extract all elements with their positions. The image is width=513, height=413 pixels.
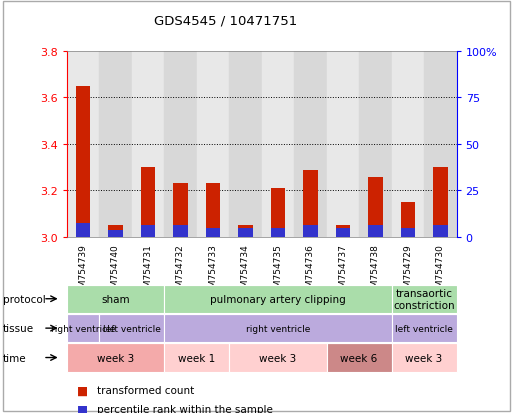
Bar: [75, 86, 90, 237]
Text: week 3: week 3: [97, 353, 134, 363]
Bar: [336, 226, 350, 237]
Bar: [173, 184, 188, 237]
Text: protocol: protocol: [3, 294, 45, 304]
Text: ■: ■: [77, 402, 88, 413]
Bar: [173, 226, 188, 237]
Bar: [141, 226, 155, 237]
Bar: [108, 230, 123, 237]
Text: GDS4545 / 10471751: GDS4545 / 10471751: [154, 14, 298, 27]
Bar: [327, 52, 359, 237]
Text: left ventricle: left ventricle: [395, 324, 453, 333]
Bar: [368, 226, 383, 237]
Bar: [433, 226, 448, 237]
Bar: [206, 184, 220, 237]
Bar: [433, 168, 448, 237]
Text: pulmonary artery clipping: pulmonary artery clipping: [210, 294, 346, 304]
Bar: [238, 226, 253, 237]
Text: week 3: week 3: [405, 353, 443, 363]
Bar: [108, 226, 123, 237]
Text: right ventricle: right ventricle: [246, 324, 310, 333]
Bar: [294, 52, 327, 237]
Text: week 3: week 3: [259, 353, 297, 363]
Bar: [67, 52, 99, 237]
Bar: [270, 228, 285, 237]
Bar: [391, 52, 424, 237]
Bar: [368, 177, 383, 237]
Text: percentile rank within the sample: percentile rank within the sample: [97, 404, 273, 413]
Text: week 6: week 6: [341, 353, 378, 363]
Bar: [75, 223, 90, 237]
Bar: [401, 203, 415, 237]
Bar: [336, 228, 350, 237]
Bar: [132, 52, 164, 237]
Text: transformed count: transformed count: [97, 385, 195, 395]
Bar: [229, 52, 262, 237]
Text: week 1: week 1: [178, 353, 215, 363]
Text: right ventricle: right ventricle: [51, 324, 115, 333]
Bar: [99, 52, 132, 237]
Bar: [303, 170, 318, 237]
Text: time: time: [3, 353, 26, 363]
Bar: [262, 52, 294, 237]
Bar: [164, 52, 196, 237]
Text: transaortic
constriction: transaortic constriction: [393, 288, 455, 310]
Bar: [401, 228, 415, 237]
Bar: [196, 52, 229, 237]
Bar: [270, 189, 285, 237]
Text: sham: sham: [101, 294, 130, 304]
Bar: [206, 228, 220, 237]
Bar: [238, 228, 253, 237]
Bar: [424, 52, 457, 237]
Bar: [141, 168, 155, 237]
Bar: [359, 52, 391, 237]
Text: ■: ■: [77, 384, 88, 397]
Text: left ventricle: left ventricle: [103, 324, 161, 333]
Text: tissue: tissue: [3, 323, 34, 333]
Bar: [303, 226, 318, 237]
